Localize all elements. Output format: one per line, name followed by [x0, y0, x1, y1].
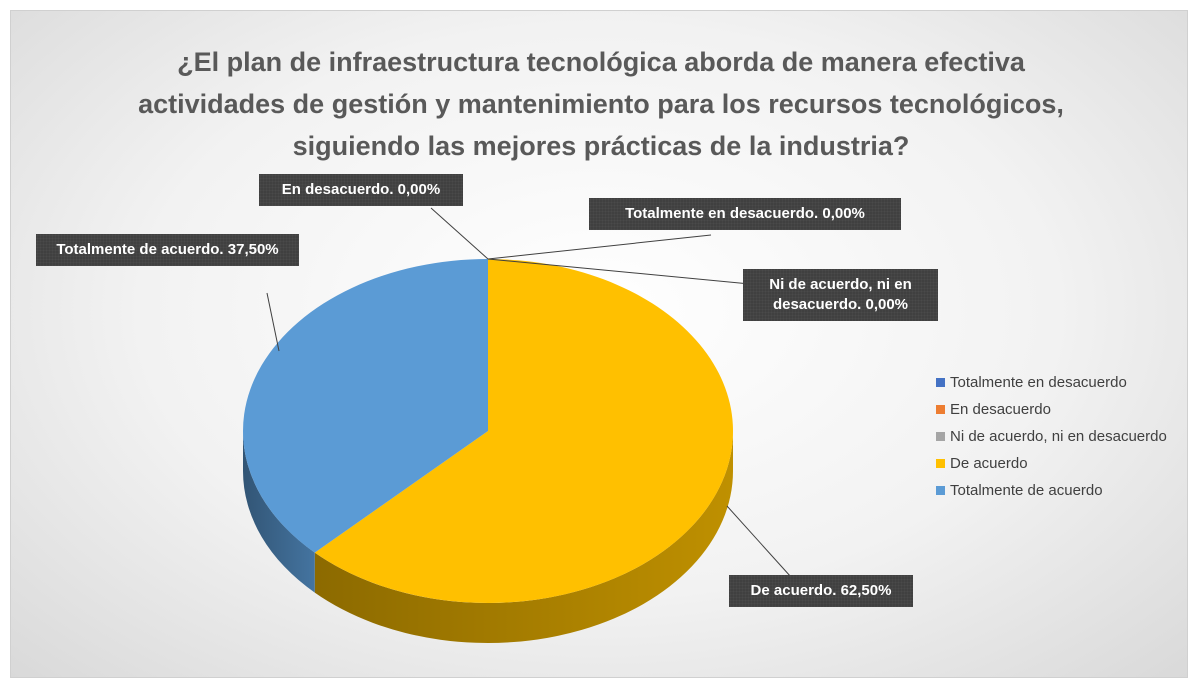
leader-line — [266, 292, 280, 352]
leader-line — [487, 234, 712, 260]
legend-item: De acuerdo — [936, 455, 1028, 472]
legend-label: En desacuerdo — [950, 401, 1051, 418]
data-label: Totalmente de acuerdo. 37,50% — [36, 234, 299, 266]
legend-swatch — [936, 486, 945, 495]
leader-line — [430, 207, 489, 260]
pie-slice — [314, 259, 733, 603]
pie-area — [242, 207, 792, 643]
legend-swatch — [936, 459, 945, 468]
leader-line — [487, 258, 772, 287]
legend-label: Totalmente de acuerdo — [950, 482, 1103, 499]
pie-side — [314, 431, 733, 643]
legend-swatch — [936, 432, 945, 441]
data-label: Ni de acuerdo, ni en desacuerdo. 0,00% — [743, 269, 938, 321]
legend-item: Ni de acuerdo, ni en desacuerdo — [936, 428, 1167, 445]
chart-title: ¿El plan de infraestructura tecnológica … — [138, 47, 1064, 161]
legend-item: Totalmente de acuerdo — [936, 482, 1103, 499]
pie-slice — [242, 259, 488, 553]
chart: ¿El plan de infraestructura tecnológica … — [10, 10, 1188, 678]
data-label: En desacuerdo. 0,00% — [259, 174, 463, 206]
legend-label: Ni de acuerdo, ni en desacuerdo — [950, 428, 1167, 445]
legend-swatch — [936, 405, 945, 414]
legend-swatch — [936, 378, 945, 387]
legend-item: En desacuerdo — [936, 401, 1051, 418]
legend-label: De acuerdo — [950, 455, 1028, 472]
pie-side — [243, 431, 315, 593]
legend-label: Totalmente en desacuerdo — [950, 374, 1127, 391]
data-label: De acuerdo. 62,50% — [729, 575, 913, 607]
legend-item: Totalmente en desacuerdo — [936, 374, 1127, 391]
leader-line — [726, 505, 792, 578]
data-label: Totalmente en desacuerdo. 0,00% — [589, 198, 901, 230]
